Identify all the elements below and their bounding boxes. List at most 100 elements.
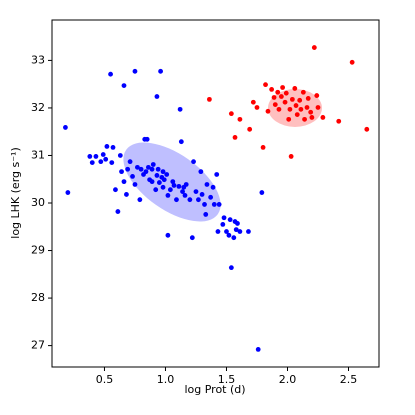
scatter-point: [135, 164, 140, 170]
scatter-point: [130, 173, 135, 179]
scatter-point: [246, 229, 251, 234]
scatter-point: [247, 126, 253, 132]
scatter-point: [87, 154, 93, 159]
scatter-point: [216, 202, 222, 207]
scatter-point: [145, 164, 151, 170]
scatter-point: [132, 68, 138, 74]
y-tick-label: 31: [31, 148, 45, 161]
scatter-point: [110, 144, 116, 150]
scatter-point: [202, 202, 207, 207]
scatter-point: [226, 232, 232, 238]
scatter-point: [286, 116, 292, 122]
scatter-point: [214, 172, 220, 177]
y-tick-label: 30: [31, 196, 45, 209]
scatter-point: [178, 139, 184, 145]
scatter-point: [305, 96, 311, 101]
scatter-point: [196, 197, 201, 203]
scatter-point: [187, 197, 193, 203]
scatter-point: [165, 193, 171, 198]
scatter-point: [237, 116, 243, 122]
scatter-point: [191, 159, 196, 165]
scatter-point: [189, 235, 195, 241]
scatter-point: [289, 96, 295, 102]
scatter-point: [108, 71, 113, 77]
y-tick-label: 33: [31, 53, 45, 66]
x-tick-label: 2.5: [340, 373, 358, 386]
scatter-point: [349, 59, 355, 65]
scatter-point: [282, 99, 288, 105]
scatter-point: [177, 106, 183, 112]
scatter-point: [93, 154, 99, 159]
scatter-point: [155, 166, 161, 172]
scatter-point: [304, 105, 310, 110]
scatter-point: [211, 202, 217, 207]
scatter-point: [65, 190, 71, 195]
scatter-point: [254, 105, 260, 110]
scatter-point: [320, 115, 326, 120]
scatter-point: [283, 90, 289, 96]
scatter-point: [228, 111, 234, 117]
scatter-point: [269, 87, 275, 92]
x-tick-label: 2.0: [279, 373, 297, 386]
scatter-point: [143, 169, 149, 175]
scatter-point: [275, 89, 281, 95]
scatter-point: [227, 217, 233, 223]
scatter-point: [156, 180, 162, 185]
scatter-point: [311, 45, 317, 50]
scatter-point: [198, 169, 204, 175]
scatter-point: [137, 197, 143, 203]
scatter-point: [149, 179, 155, 185]
scatter-point: [206, 96, 212, 102]
scatter-point: [298, 106, 304, 112]
scatter-point: [271, 95, 277, 100]
scatter-point: [115, 209, 121, 214]
scatter-point: [153, 187, 159, 193]
y-tick-label: 27: [31, 339, 45, 352]
x-tick-label: 1.5: [218, 373, 236, 386]
scatter-point: [237, 229, 243, 234]
scatter-point: [98, 159, 104, 165]
scatter-point: [154, 94, 160, 99]
scatter-point: [276, 106, 282, 112]
scatter-point: [183, 182, 189, 187]
scatter-point: [208, 194, 214, 200]
scatter-point: [263, 82, 268, 88]
scatter-point: [314, 93, 320, 98]
scatter-point: [302, 116, 307, 122]
scatter-point: [89, 160, 95, 166]
scatter-point: [260, 144, 266, 150]
scatter-point: [100, 152, 106, 157]
scatter-point: [182, 193, 188, 198]
scatter-point: [199, 192, 205, 197]
scatter-point: [113, 187, 118, 193]
scatter-point: [121, 83, 127, 88]
scatter-point: [300, 89, 306, 95]
scatter-point: [288, 154, 294, 159]
scatter-point: [278, 94, 284, 99]
scatter-point: [203, 212, 209, 217]
scatter-point: [121, 179, 127, 185]
scatter-point: [210, 184, 216, 190]
scatter-point: [171, 183, 177, 188]
y-axis-label: log LHK (erg s⁻¹): [9, 147, 22, 238]
scatter-point: [149, 166, 155, 172]
scatter-point: [144, 136, 150, 142]
scatter-point: [138, 166, 144, 172]
scatter-point: [193, 189, 199, 194]
scatter-point: [259, 190, 265, 195]
scatter-point: [104, 144, 110, 149]
scatter-point: [109, 160, 115, 166]
scatter-point: [309, 115, 315, 120]
scatter-point: [125, 166, 131, 172]
scatter-point: [160, 169, 166, 175]
scatter-point: [176, 183, 182, 189]
scatter-point: [297, 97, 303, 103]
scatter-point: [250, 99, 256, 105]
scatter-point: [364, 126, 370, 132]
scatter-point: [287, 106, 293, 112]
y-tick-label: 32: [31, 101, 45, 114]
scatter-point: [220, 221, 226, 227]
scatter-point: [124, 192, 129, 197]
